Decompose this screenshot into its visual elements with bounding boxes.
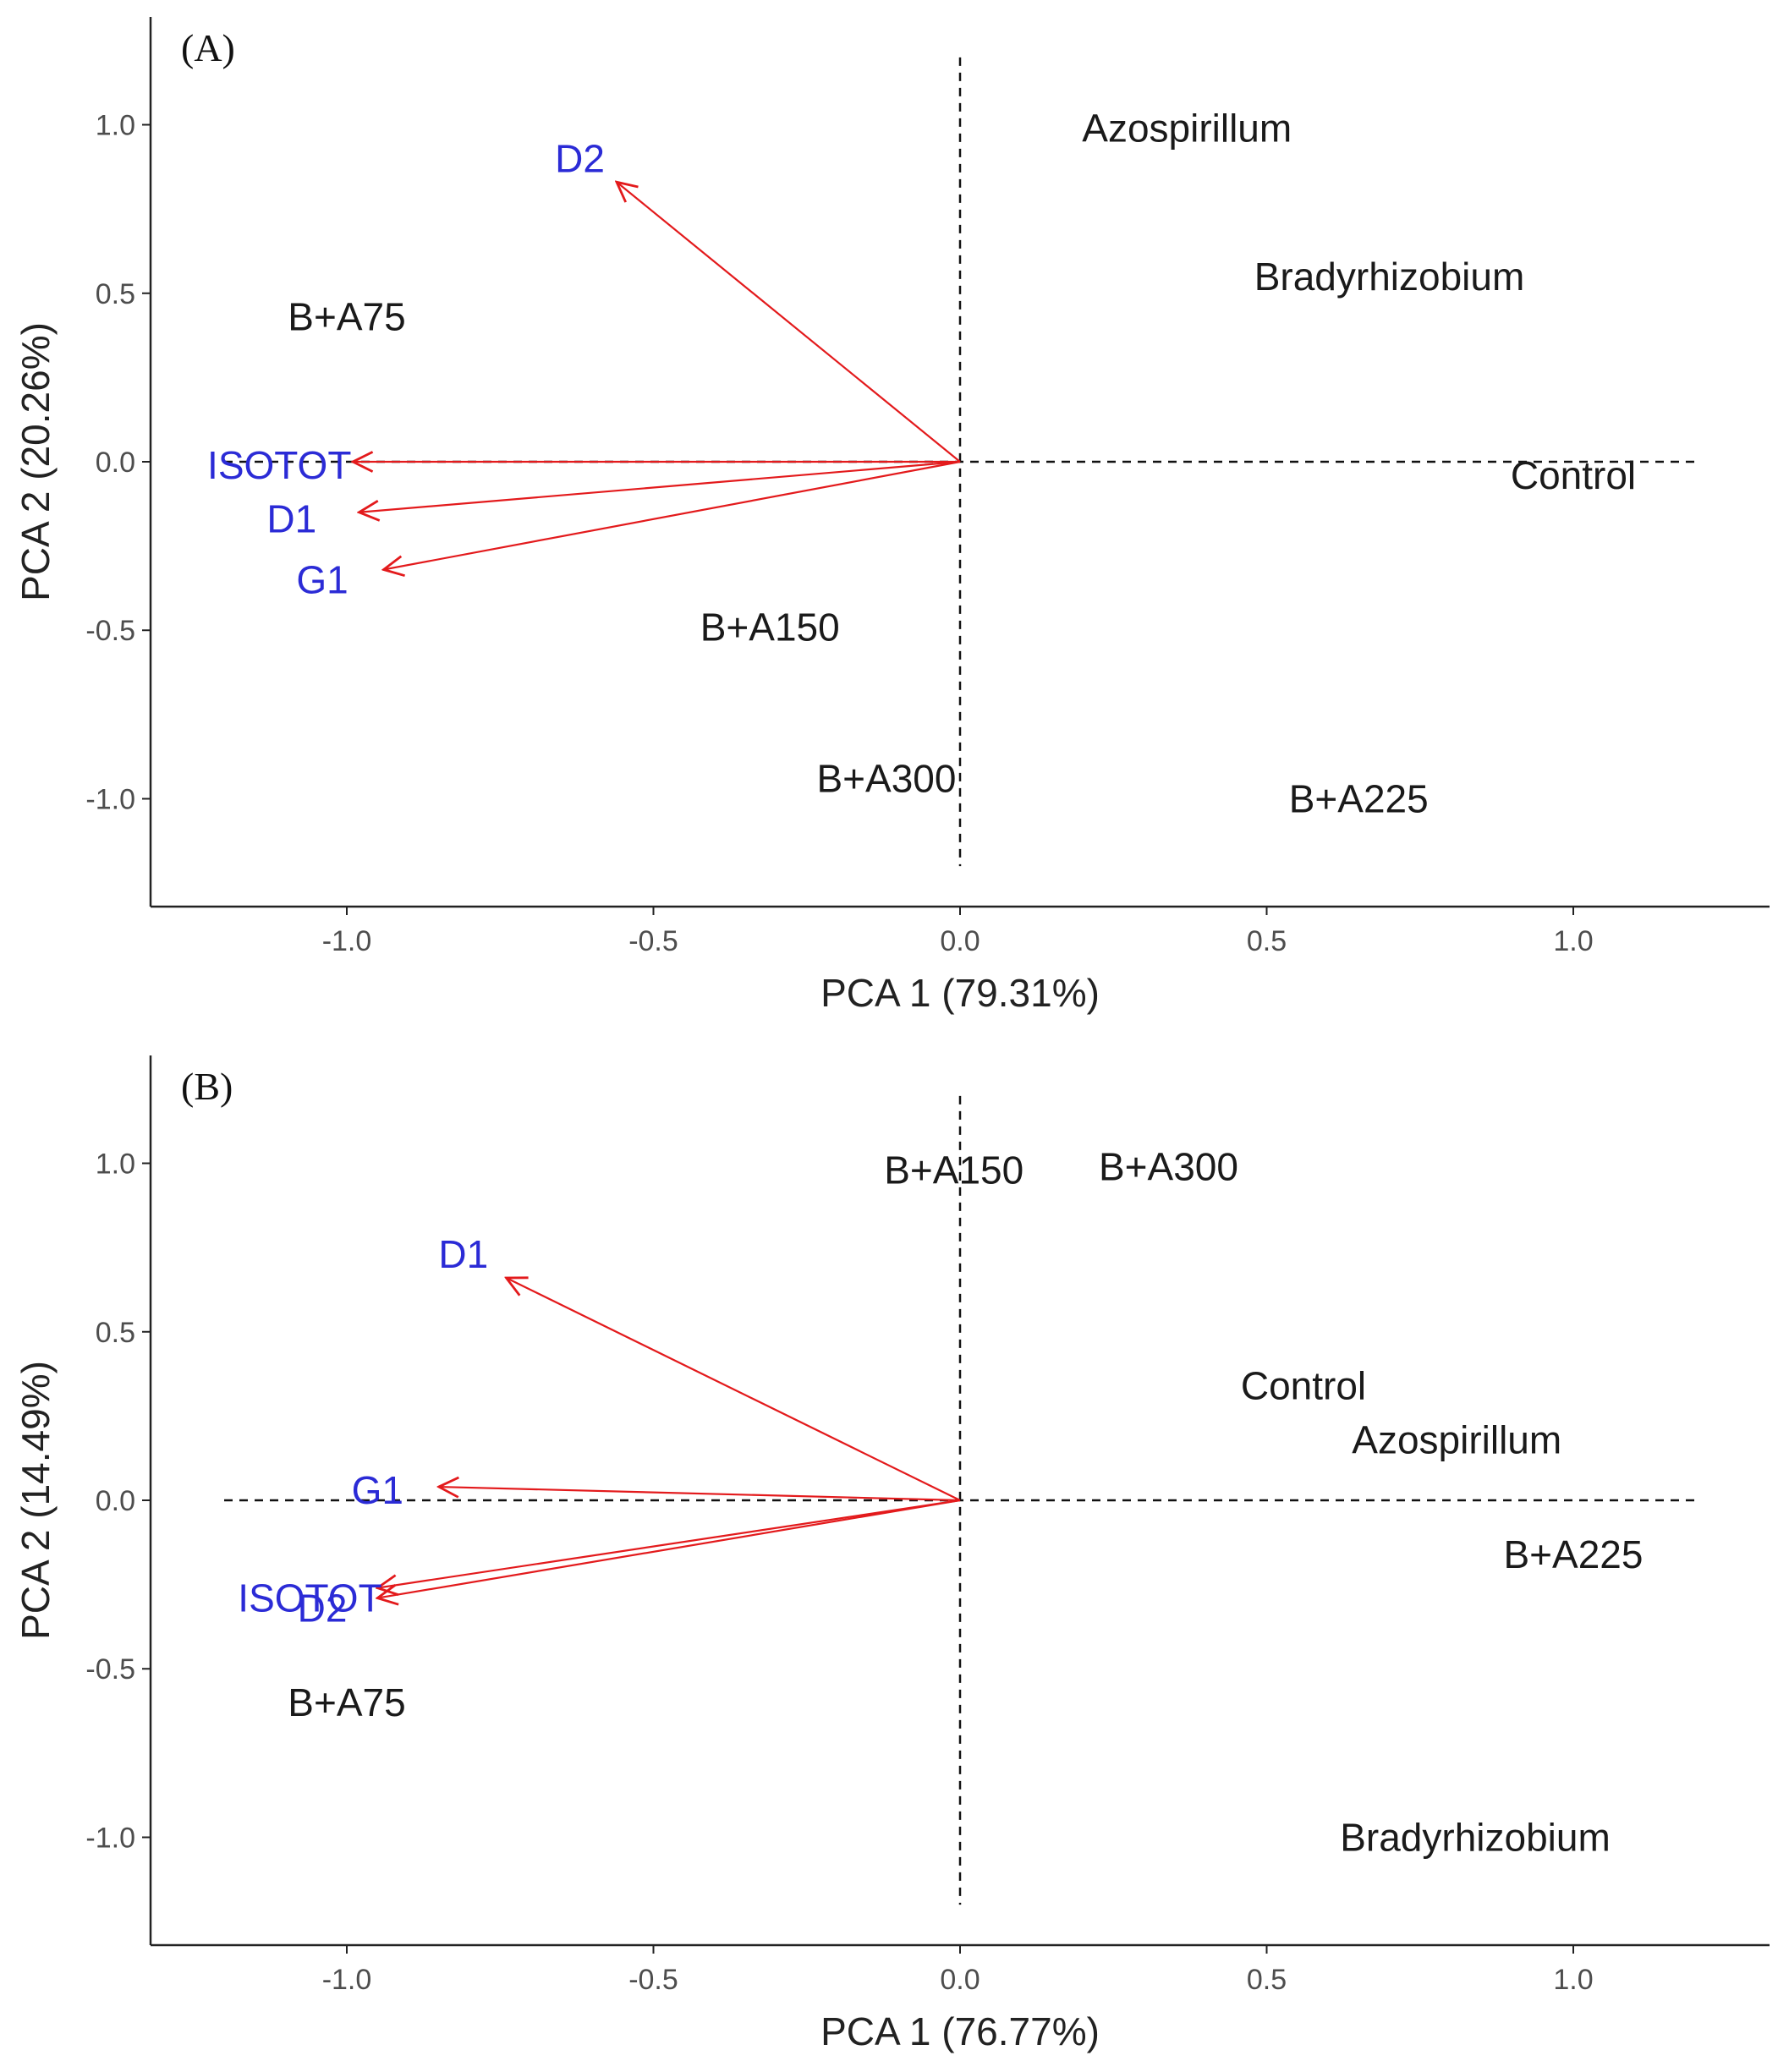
y-axis-title: PCA 2 (14.49%): [14, 1361, 58, 1640]
y-tick-label: -0.5: [85, 615, 135, 647]
variable-label-isotot: ISOTOT: [238, 1576, 381, 1620]
x-tick-label: 0.0: [940, 925, 980, 957]
x-tick-label: -0.5: [628, 925, 678, 957]
variable-label-d2: D2: [555, 136, 605, 180]
observation-label-b-a225: B+A225: [1289, 776, 1429, 820]
x-tick-label: 0.0: [940, 1964, 980, 1996]
x-tick-label: 1.0: [1553, 925, 1593, 957]
variable-label-d1: D1: [266, 497, 316, 541]
loading-arrow-d1: [359, 460, 961, 513]
variable-label-g1: G1: [296, 557, 348, 601]
observation-label-b-a150: B+A150: [884, 1148, 1023, 1192]
panel-label: (A): [181, 26, 235, 69]
observation-label-b-a225: B+A225: [1504, 1532, 1644, 1576]
x-axis-title: PCA 1 (79.31%): [820, 971, 1100, 1015]
observation-label-b-a75: B+A75: [288, 1680, 405, 1724]
y-tick-label: 0.0: [96, 1485, 135, 1517]
variable-label-g1: G1: [352, 1468, 403, 1512]
x-tick-label: 1.0: [1553, 1964, 1593, 1996]
y-tick-label: 0.5: [96, 278, 135, 310]
loading-arrow-d2: [617, 182, 961, 463]
loading-arrow-d1: [507, 1278, 961, 1501]
panel-a: -1.0 -0.5 0.0 0.5 1.0 -1.0 -0.5 0.0 0.5 1.0 PCA 1 …: [14, 17, 1770, 1015]
observation-label-b-a75: B+A75: [288, 295, 405, 339]
observation-label-b-a300: B+A300: [1099, 1145, 1238, 1189]
y-tick-label: -1.0: [85, 1822, 135, 1854]
observation-label-bradyrhizobium: Bradyrhizobium: [1254, 255, 1525, 299]
loading-arrow-isotot: [377, 1499, 961, 1588]
x-axis-title: PCA 1 (76.77%): [820, 2009, 1100, 2053]
observation-label-control: Control: [1511, 453, 1636, 497]
loading-arrow-g1: [439, 1487, 961, 1502]
panel-b: -1.0 -0.5 0.0 0.5 1.0 -1.0 -0.5 0.0 0.5 1.0 PCA 1 …: [14, 1055, 1770, 2053]
y-tick-label: 1.0: [96, 1148, 135, 1181]
x-tick-label: -1.0: [322, 1964, 372, 1996]
observation-label-b-a150: B+A150: [700, 605, 840, 649]
x-tick-label: 0.5: [1247, 1964, 1287, 1996]
x-tick-label: -1.0: [322, 925, 372, 957]
y-tick-label: 1.0: [96, 110, 135, 142]
variable-label-d1: D1: [438, 1232, 488, 1276]
y-tick-label: -0.5: [85, 1653, 135, 1686]
y-tick-label: -1.0: [85, 783, 135, 815]
variable-label-isotot: ISOTOT: [207, 443, 351, 487]
observation-label-azospirillum: Azospirillum: [1082, 107, 1292, 151]
x-tick-label: -0.5: [628, 1964, 678, 1996]
loading-arrow-g1: [384, 460, 961, 570]
observation-label-bradyrhizobium: Bradyrhizobium: [1340, 1815, 1611, 1859]
y-tick-label: 0.0: [96, 447, 135, 479]
variable-label-d2: D2: [298, 1587, 348, 1631]
y-tick-label: 0.5: [96, 1317, 135, 1349]
y-axis-title: PCA 2 (20.26%): [14, 322, 58, 601]
observation-label-azospirillum: Azospirillum: [1352, 1417, 1561, 1461]
panel-label: (B): [181, 1065, 233, 1108]
x-tick-label: 0.5: [1247, 925, 1287, 957]
observation-label-control: Control: [1241, 1364, 1366, 1408]
observation-label-b-a300: B+A300: [817, 757, 957, 801]
loading-arrow-d2: [377, 1499, 961, 1598]
